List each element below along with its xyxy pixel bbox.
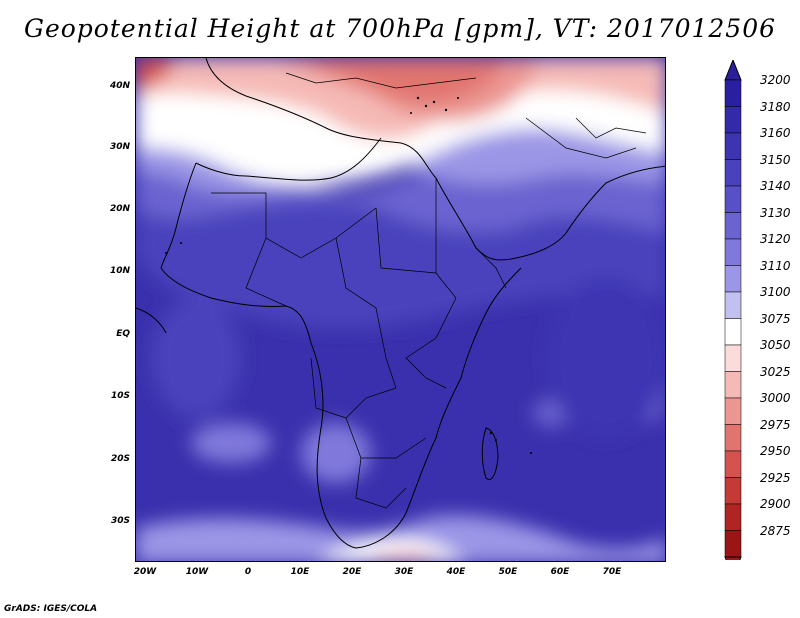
colorbar-swatch [724,397,742,425]
colorbar-level-label: 2875 [760,523,791,538]
height-field-bands [136,58,665,561]
island-dots [165,96,532,454]
colorbar-swatch [724,79,742,107]
colorbar-level-label: 3120 [760,232,791,246]
lon-label-10w: 10W [185,567,209,577]
lat-label-30n: 30N [109,142,130,152]
colorbar-swatch [724,371,742,399]
colorbar-level-label: 2975 [760,417,791,432]
colorbar-swatch [724,424,742,452]
colorbar-swatch [724,503,742,531]
map-title: Geopotential Height at 700hPa [gpm], VT:… [23,14,777,43]
colorbar-level-label: 3000 [760,391,791,405]
colorbar-level-label: 3200 [760,73,791,87]
lon-label-60e: 60E [550,567,570,577]
map-panel [135,57,666,562]
country-borders [211,72,647,509]
colorbar-swatch [724,477,742,505]
lat-label-30s: 30S [110,516,130,526]
colorbar-swatch [724,344,742,372]
colorbar-swatch [724,265,742,293]
lon-label-20w: 20W [133,567,157,577]
lon-label-30e: 30E [394,567,414,577]
lat-label-10n: 10N [109,266,130,276]
colorbar-swatch [724,291,742,319]
colorbar-level-label: 3140 [760,179,791,193]
colorbar-level-label: 2950 [760,444,791,458]
colorbar-level-label: 3130 [760,205,791,220]
colorbar-level-label: 2925 [760,470,791,485]
colorbar-swatch [724,238,742,266]
colorbar-level-label: 2900 [760,497,791,511]
colorbar-level-label: 3180 [760,99,791,114]
lat-label-10s: 10S [110,391,130,401]
colorbar-swatch [724,132,742,160]
lat-label-20s: 20S [110,454,130,464]
lon-label-0: 0 [244,567,252,577]
colorbar-level-label: 3150 [760,152,791,167]
colorbar-bottom-arrow [724,556,742,560]
lon-label-70e: 70E [602,567,622,577]
colorbar-swatch [724,530,742,558]
colorbar-swatch [724,185,742,213]
colorbar-top-arrow [724,60,742,81]
colorbar-swatch [724,212,742,240]
colorbar [724,60,742,560]
lat-label-eq: EQ [116,329,130,339]
grads-credit: GrADS: IGES/COLA [4,604,98,614]
colorbar-level-label: 3160 [760,126,791,140]
colorbar-level-label: 3050 [760,338,791,352]
colorbar-level-label: 3075 [760,311,791,326]
lon-label-20e: 20E [342,567,362,577]
colorbar-swatch [724,318,742,346]
lat-label-40n: 40N [109,81,130,91]
colorbar-swatch [724,450,742,478]
lon-label-10e: 10E [290,567,310,577]
lat-label-20n: 20N [109,204,130,214]
coastlines [136,58,665,549]
geopotential-field-map [136,58,665,561]
colorbar-swatch [724,159,742,187]
colorbar-swatch [724,106,742,134]
lon-label-50e: 50E [498,567,518,577]
colorbar-level-label: 3025 [760,364,791,379]
lon-label-40e: 40E [446,567,466,577]
colorbar-level-label: 3110 [760,258,791,273]
colorbar-level-label: 3100 [760,285,791,299]
